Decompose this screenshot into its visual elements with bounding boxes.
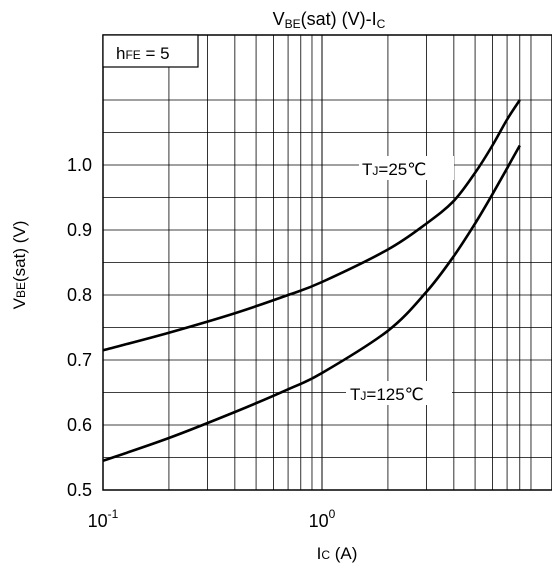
- series-lines: [102, 99, 521, 463]
- series-line-25c: [102, 99, 521, 352]
- plot-frame: [102, 34, 552, 491]
- series-label-25: TJ=25℃: [359, 156, 454, 180]
- svg-text:TJ=25℃: TJ=25℃: [362, 160, 426, 179]
- y-axis-label: VBE(sat) (V): [10, 221, 29, 310]
- y-tick-label: 0.6: [67, 415, 92, 435]
- y-tick-label: 0.8: [67, 285, 92, 305]
- y-tick-label: 0.9: [67, 220, 92, 240]
- svg-text:TJ=125℃: TJ=125℃: [350, 385, 424, 404]
- y-tick-labels: 0.5 0.6 0.7 0.8 0.9 1.0: [67, 155, 92, 500]
- x-tick-label: 100: [309, 507, 336, 531]
- y-tick-label: 0.5: [67, 480, 92, 500]
- hfe-annotation-box: [102, 34, 199, 68]
- grid: [103, 35, 552, 490]
- x-tick-label: 10-1: [88, 507, 119, 531]
- series-line-125c: [102, 144, 521, 463]
- hfe-annotation: hFE = 5: [116, 44, 170, 63]
- y-tick-label: 1.0: [67, 155, 92, 175]
- y-tick-label: 0.7: [67, 350, 92, 370]
- x-axis-label: IC (A): [317, 544, 358, 563]
- series-label-125: TJ=125℃: [346, 381, 452, 405]
- chart-title: VBE(sat) (V)-IC: [273, 9, 386, 31]
